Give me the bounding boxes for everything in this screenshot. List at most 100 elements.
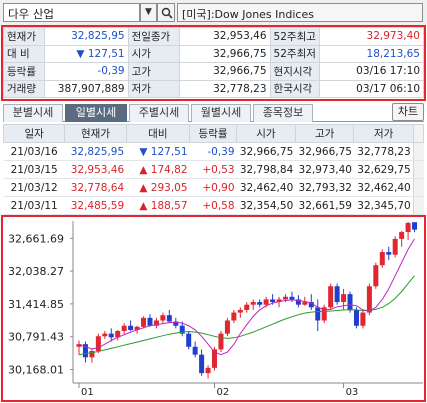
candle-body [270, 299, 276, 303]
candle-body [160, 315, 166, 321]
tab-3[interactable]: 월별시세 [191, 104, 251, 122]
quote-label: 현재가 [3, 27, 45, 46]
scrollbar-header [412, 124, 425, 143]
table-cell: 32,778,23 [353, 142, 414, 161]
quote-value: 03/16 17:10 [318, 62, 425, 81]
quote-label: 저가 [127, 79, 181, 98]
candle-body [328, 286, 334, 308]
table-cell: 21/03/15 [3, 160, 65, 179]
table-cell: ▼ 127,51 [126, 142, 190, 161]
quote-label: 대 비 [3, 44, 45, 63]
table-cell: 32,953,46 [64, 160, 127, 179]
candle-body [263, 299, 269, 305]
table-cell: 32,354,50 [236, 196, 296, 215]
symbol-search-input[interactable]: 다우 산업 [3, 3, 140, 22]
symbol-search-text: 다우 산업 [8, 7, 54, 21]
quote-label: 고가 [127, 62, 181, 81]
candle-body [199, 354, 205, 374]
vertical-scrollbar[interactable] [412, 160, 424, 179]
table-cell: +0,58 [189, 196, 237, 215]
moving-average-long [78, 275, 415, 356]
candle-body [392, 238, 398, 255]
candle-body [192, 346, 198, 355]
candle-body [341, 294, 347, 303]
price-chart: 32,661.69 32,038.27 31,414.85 30,791.43 30,1… [3, 217, 424, 400]
table-cell: 32,973,40 [295, 160, 354, 179]
candle-body [102, 333, 108, 337]
candle-body [95, 336, 101, 351]
candle-body [386, 252, 392, 255]
table-cell: 32,825,95 [64, 142, 127, 161]
candle-body [366, 286, 372, 313]
history-header[interactable]: 시가 [236, 124, 296, 143]
table-cell: 32,778,64 [64, 178, 127, 197]
candle-body [315, 307, 321, 321]
symbol-dropdown-button[interactable]: ▼ [140, 3, 157, 22]
quote-value: 18,213,65 [318, 44, 425, 63]
history-header[interactable]: 등락률 [189, 124, 238, 143]
candle-body [347, 294, 353, 310]
quote-label: 거래량 [3, 79, 45, 98]
candle-body [179, 325, 185, 334]
history-header[interactable]: 대비 [125, 124, 191, 143]
symbol-title: [미국]:Dow Jones Indices [182, 8, 314, 21]
table-cell: ▲ 188,57 [126, 196, 190, 215]
candle-body [360, 312, 366, 326]
table-cell: ▲ 293,05 [126, 178, 190, 197]
x-tick-label: 01 [81, 387, 94, 398]
table-row[interactable]: 21/03/16 32,825,95 ▼ 127,51 -0,39 32,966,75 3… [3, 142, 424, 161]
candle-body [205, 367, 211, 374]
table-cell: 32,966,75 [236, 142, 296, 161]
candle-body [76, 344, 82, 347]
candle-body [186, 333, 192, 347]
history-header[interactable]: 일자 [2, 124, 66, 143]
candle-body [173, 321, 179, 326]
candle-body [373, 265, 379, 287]
table-cell: -0,39 [189, 142, 237, 161]
candle-body [321, 307, 327, 321]
quote-value: 03/17 06:10 [318, 79, 425, 98]
candle-body [302, 302, 308, 305]
table-row[interactable]: 21/03/12 32,778,64 ▲ 293,05 +0,90 32,462,40 3… [3, 178, 424, 197]
search-button[interactable] [157, 3, 175, 22]
candle-body [412, 222, 418, 230]
history-header[interactable]: 현재가 [64, 124, 127, 143]
tab-0[interactable]: 분별시세 [3, 104, 63, 122]
quote-value: 32,953,46 [179, 27, 271, 46]
quote-label: 시가 [127, 44, 181, 63]
quote-value: 387,907,889 [43, 79, 129, 98]
quote-label: 한국시각 [269, 79, 320, 98]
quote-label: 현지시각 [269, 62, 320, 81]
chart-button[interactable]: 차트 [392, 103, 424, 121]
candle-body [405, 222, 411, 233]
candle-body [334, 286, 340, 303]
candle-body [237, 309, 243, 313]
tab-4[interactable]: 종목정보 [253, 104, 313, 122]
table-cell: 32,462,40 [353, 178, 414, 197]
table-cell: 32,793,32 [295, 178, 354, 197]
candle-body [244, 304, 250, 310]
table-cell: ▲ 174,82 [126, 160, 190, 179]
candle-body [224, 320, 230, 334]
tab-2[interactable]: 주별시세 [129, 104, 189, 122]
table-cell: 21/03/11 [3, 196, 65, 215]
candle-body [212, 349, 218, 368]
table-row[interactable]: 21/03/11 32,485,59 ▲ 188,57 +0,58 32,354,50 3… [3, 196, 424, 215]
quote-label: 전일종가 [127, 27, 181, 46]
quote-row: 등락률 -0,39 고가 32,966,75 현지시각 03/16 17:10 [3, 62, 425, 81]
vertical-scrollbar[interactable] [412, 196, 424, 215]
history-header[interactable]: 저가 [353, 124, 414, 143]
tab-1[interactable]: 일별시세 [65, 104, 127, 122]
vertical-scrollbar[interactable] [412, 142, 424, 161]
table-row[interactable]: 21/03/15 32,953,46 ▲ 174,82 +0,53 32,798,84 3… [3, 160, 424, 179]
candle-body [218, 333, 224, 350]
table-cell: 32,966,75 [295, 142, 354, 161]
history-header[interactable]: 고가 [294, 124, 355, 143]
candle-body [128, 325, 134, 330]
table-cell: 32,661,59 [295, 196, 354, 215]
candle-body [231, 312, 237, 321]
quote-summary-table: 현재가 32,825,95 전일종가 32,953,46 52주최고 32,973,40 대… [3, 27, 425, 98]
candle-body [250, 302, 256, 305]
candle-body [379, 252, 385, 266]
vertical-scrollbar[interactable] [412, 178, 424, 197]
